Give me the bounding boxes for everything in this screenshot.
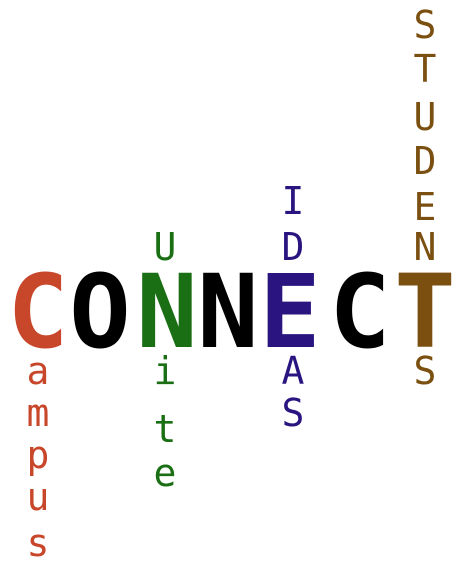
students-letter: D xyxy=(413,139,437,183)
campus-letter: p xyxy=(26,433,50,477)
students-letter: U xyxy=(413,95,437,139)
connect-letter: O xyxy=(69,253,131,372)
connect-letter: E xyxy=(259,253,321,372)
students-letter: S xyxy=(413,349,437,393)
connect-letter: C xyxy=(7,253,69,372)
students-letter: N xyxy=(413,225,437,269)
connect-letter: T xyxy=(394,253,456,372)
ideas-letter: D xyxy=(281,225,305,269)
unite-letter: U xyxy=(153,225,177,269)
campus-letter: m xyxy=(26,391,50,435)
students-letter: E xyxy=(413,185,437,229)
students-letter: T xyxy=(413,47,437,91)
connect-letter: C xyxy=(329,253,391,372)
connect-letter: N xyxy=(197,253,259,372)
unite-letter: t xyxy=(153,407,177,451)
ideas-letter: A xyxy=(281,349,305,393)
campus-letter: s xyxy=(26,521,50,565)
campus-letter: u xyxy=(26,475,50,519)
students-letter: S xyxy=(413,3,437,47)
ideas-letter: S xyxy=(281,391,305,435)
campus-letter: a xyxy=(26,349,50,393)
unite-letter: e xyxy=(153,451,177,495)
ideas-letter: I xyxy=(281,179,305,223)
connect-letter: N xyxy=(136,253,198,372)
unite-letter: i xyxy=(153,349,177,393)
